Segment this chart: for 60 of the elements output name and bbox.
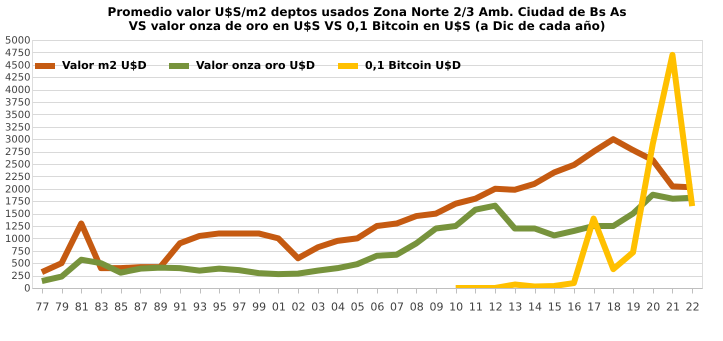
x-tick-label: 11 (468, 300, 483, 314)
y-tick-label: 4500 (5, 60, 30, 72)
x-tick-label: 10 (449, 300, 464, 314)
x-tick-label: 89 (154, 300, 168, 314)
x-tick-label: 05 (350, 300, 365, 314)
y-tick-label: 0 (24, 284, 30, 294)
text: VS valor onza de oro en U$S VS 0,1 Bitcoin en U$S (a Dic de cada año) (128, 19, 606, 33)
y-tick-label: 4000 (5, 85, 30, 96)
x-tick-label: 21 (666, 300, 680, 314)
legend-label: Valor onza oro U$D (196, 59, 316, 72)
y-tick-label: 3250 (5, 122, 30, 134)
x-tick-label: 13 (508, 300, 522, 314)
y-tick-label: 1500 (5, 209, 30, 220)
y-tick-label: 5000 (5, 36, 30, 46)
x-tick-label: 91 (173, 300, 188, 314)
x-tick-label: 08 (410, 300, 424, 314)
x-tick-label: 97 (232, 300, 246, 314)
y-tick-label: 750 (11, 246, 30, 258)
x-tick-label: 79 (55, 300, 70, 314)
x-tick-label: 77 (35, 300, 50, 314)
x-tick-label: 81 (74, 300, 89, 314)
x-tick-label: 99 (252, 300, 266, 314)
y-tick-label: 1000 (5, 234, 30, 245)
x-tick-label: 01 (272, 300, 286, 314)
x-tick-label: 14 (528, 300, 542, 314)
x-tick-label: 17 (587, 300, 602, 314)
y-tick-label: 2500 (5, 160, 30, 170)
legend-label: 0,1 Bitcoin U$D (365, 59, 461, 72)
x-tick-label: 07 (390, 300, 404, 314)
y-tick-label: 4250 (5, 72, 30, 84)
y-tick-label: 4750 (5, 48, 30, 59)
x-tick-label: 16 (567, 300, 582, 314)
x-tick-label: 83 (94, 300, 108, 314)
text: Promedio valor U$S/m2 deptos usados Zona Norte 2/3 Amb. Ciudad de Bs As (108, 5, 626, 19)
x-tick-label: 87 (134, 300, 148, 314)
y-tick-label: 1250 (5, 222, 30, 232)
y-tick-label: 3750 (5, 98, 30, 108)
x-tick-label: 06 (370, 300, 384, 314)
x-tick-label: 22 (686, 300, 700, 314)
x-tick-label: 95 (212, 300, 227, 314)
x-tick-label: 02 (292, 300, 306, 314)
x-tick-label: 15 (548, 300, 562, 314)
legend-label: Valor m2 U$D (62, 59, 147, 72)
x-tick-label: 20 (646, 300, 660, 314)
y-tick-label: 1750 (5, 196, 30, 208)
x-tick-label: 19 (626, 300, 641, 314)
y-tick-label: 3500 (5, 110, 30, 121)
y-tick-label: 500 (11, 258, 30, 270)
x-tick-label: 12 (488, 300, 503, 314)
x-tick-label: 18 (606, 300, 621, 314)
x-tick-label: 93 (193, 300, 207, 314)
y-tick-label: 3000 (5, 134, 30, 146)
x-tick-label: 85 (114, 300, 128, 314)
x-tick-label: 03 (311, 300, 326, 314)
y-tick-label: 2000 (5, 184, 30, 196)
y-tick-label: 250 (11, 271, 30, 282)
y-tick-label: 2750 (5, 147, 30, 158)
x-tick-label: 09 (429, 300, 444, 314)
x-tick-label: 04 (330, 300, 345, 314)
y-tick-label: 2250 (5, 172, 30, 183)
